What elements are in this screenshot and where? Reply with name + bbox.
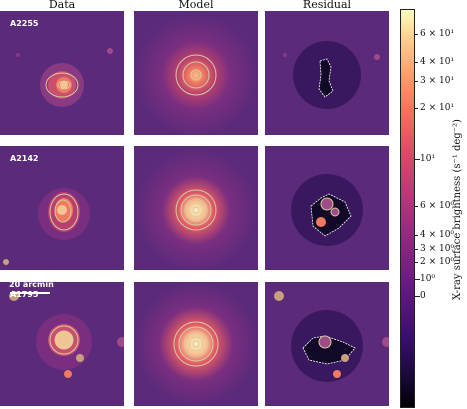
colorbar-tick <box>414 262 418 263</box>
cluster-label: A2142 <box>10 154 39 163</box>
panel-a1795-residual <box>265 282 389 406</box>
colorbar-tick-label: 3 × 10¹ <box>420 76 455 86</box>
panel-a2255-residual <box>265 11 389 135</box>
panel-a2255-model <box>134 11 258 135</box>
column-title-residual: Residual <box>302 0 352 11</box>
panel-a1795-model <box>134 282 258 406</box>
colorbar-tick-label: 6 × 10⁰ <box>420 201 455 211</box>
colorbar-tick <box>414 62 418 63</box>
colorbar <box>400 9 415 408</box>
colorbar-tick <box>414 81 418 82</box>
scale-bar-label: 20 arcmin <box>9 280 54 289</box>
panel-a2142-data: A2142 <box>0 146 124 270</box>
cluster-label: A2255 <box>10 19 39 28</box>
column-title-model: Model <box>178 0 214 11</box>
colorbar-tick <box>414 159 420 160</box>
colorbar-title: X-ray surface brightness (s⁻¹ deg⁻²) <box>452 119 463 300</box>
colorbar-tick <box>414 34 418 35</box>
colorbar-tick-label: 10¹ <box>420 154 436 164</box>
cluster-label: A1795 <box>10 290 39 299</box>
colorbar-tick <box>414 296 420 297</box>
colorbar-tick-label: 10⁰ <box>420 274 436 284</box>
colorbar-tick-label: 6 × 10¹ <box>420 29 455 39</box>
colorbar-tick <box>414 108 418 109</box>
scale-bar <box>10 292 50 294</box>
colorbar-tick <box>414 279 420 280</box>
panel-a2142-residual <box>265 146 389 270</box>
colorbar-tick <box>414 235 418 236</box>
panel-a2142-model <box>134 146 258 270</box>
colorbar-tick-label: 0 <box>420 291 426 301</box>
colorbar-tick <box>414 249 418 250</box>
colorbar-tick-label: 2 × 10¹ <box>420 103 455 113</box>
colorbar-tick-label: 4 × 10⁰ <box>420 230 455 240</box>
panel-a2255-data: A2255 <box>0 11 124 135</box>
column-title-data: Data <box>48 0 76 11</box>
colorbar-tick-label: 3 × 10⁰ <box>420 244 455 254</box>
colorbar-tick-label: 4 × 10¹ <box>420 57 455 67</box>
panel-a1795-data: A1795 <box>0 282 124 406</box>
colorbar-tick <box>414 206 418 207</box>
colorbar-tick-label: 2 × 10⁰ <box>420 257 455 267</box>
